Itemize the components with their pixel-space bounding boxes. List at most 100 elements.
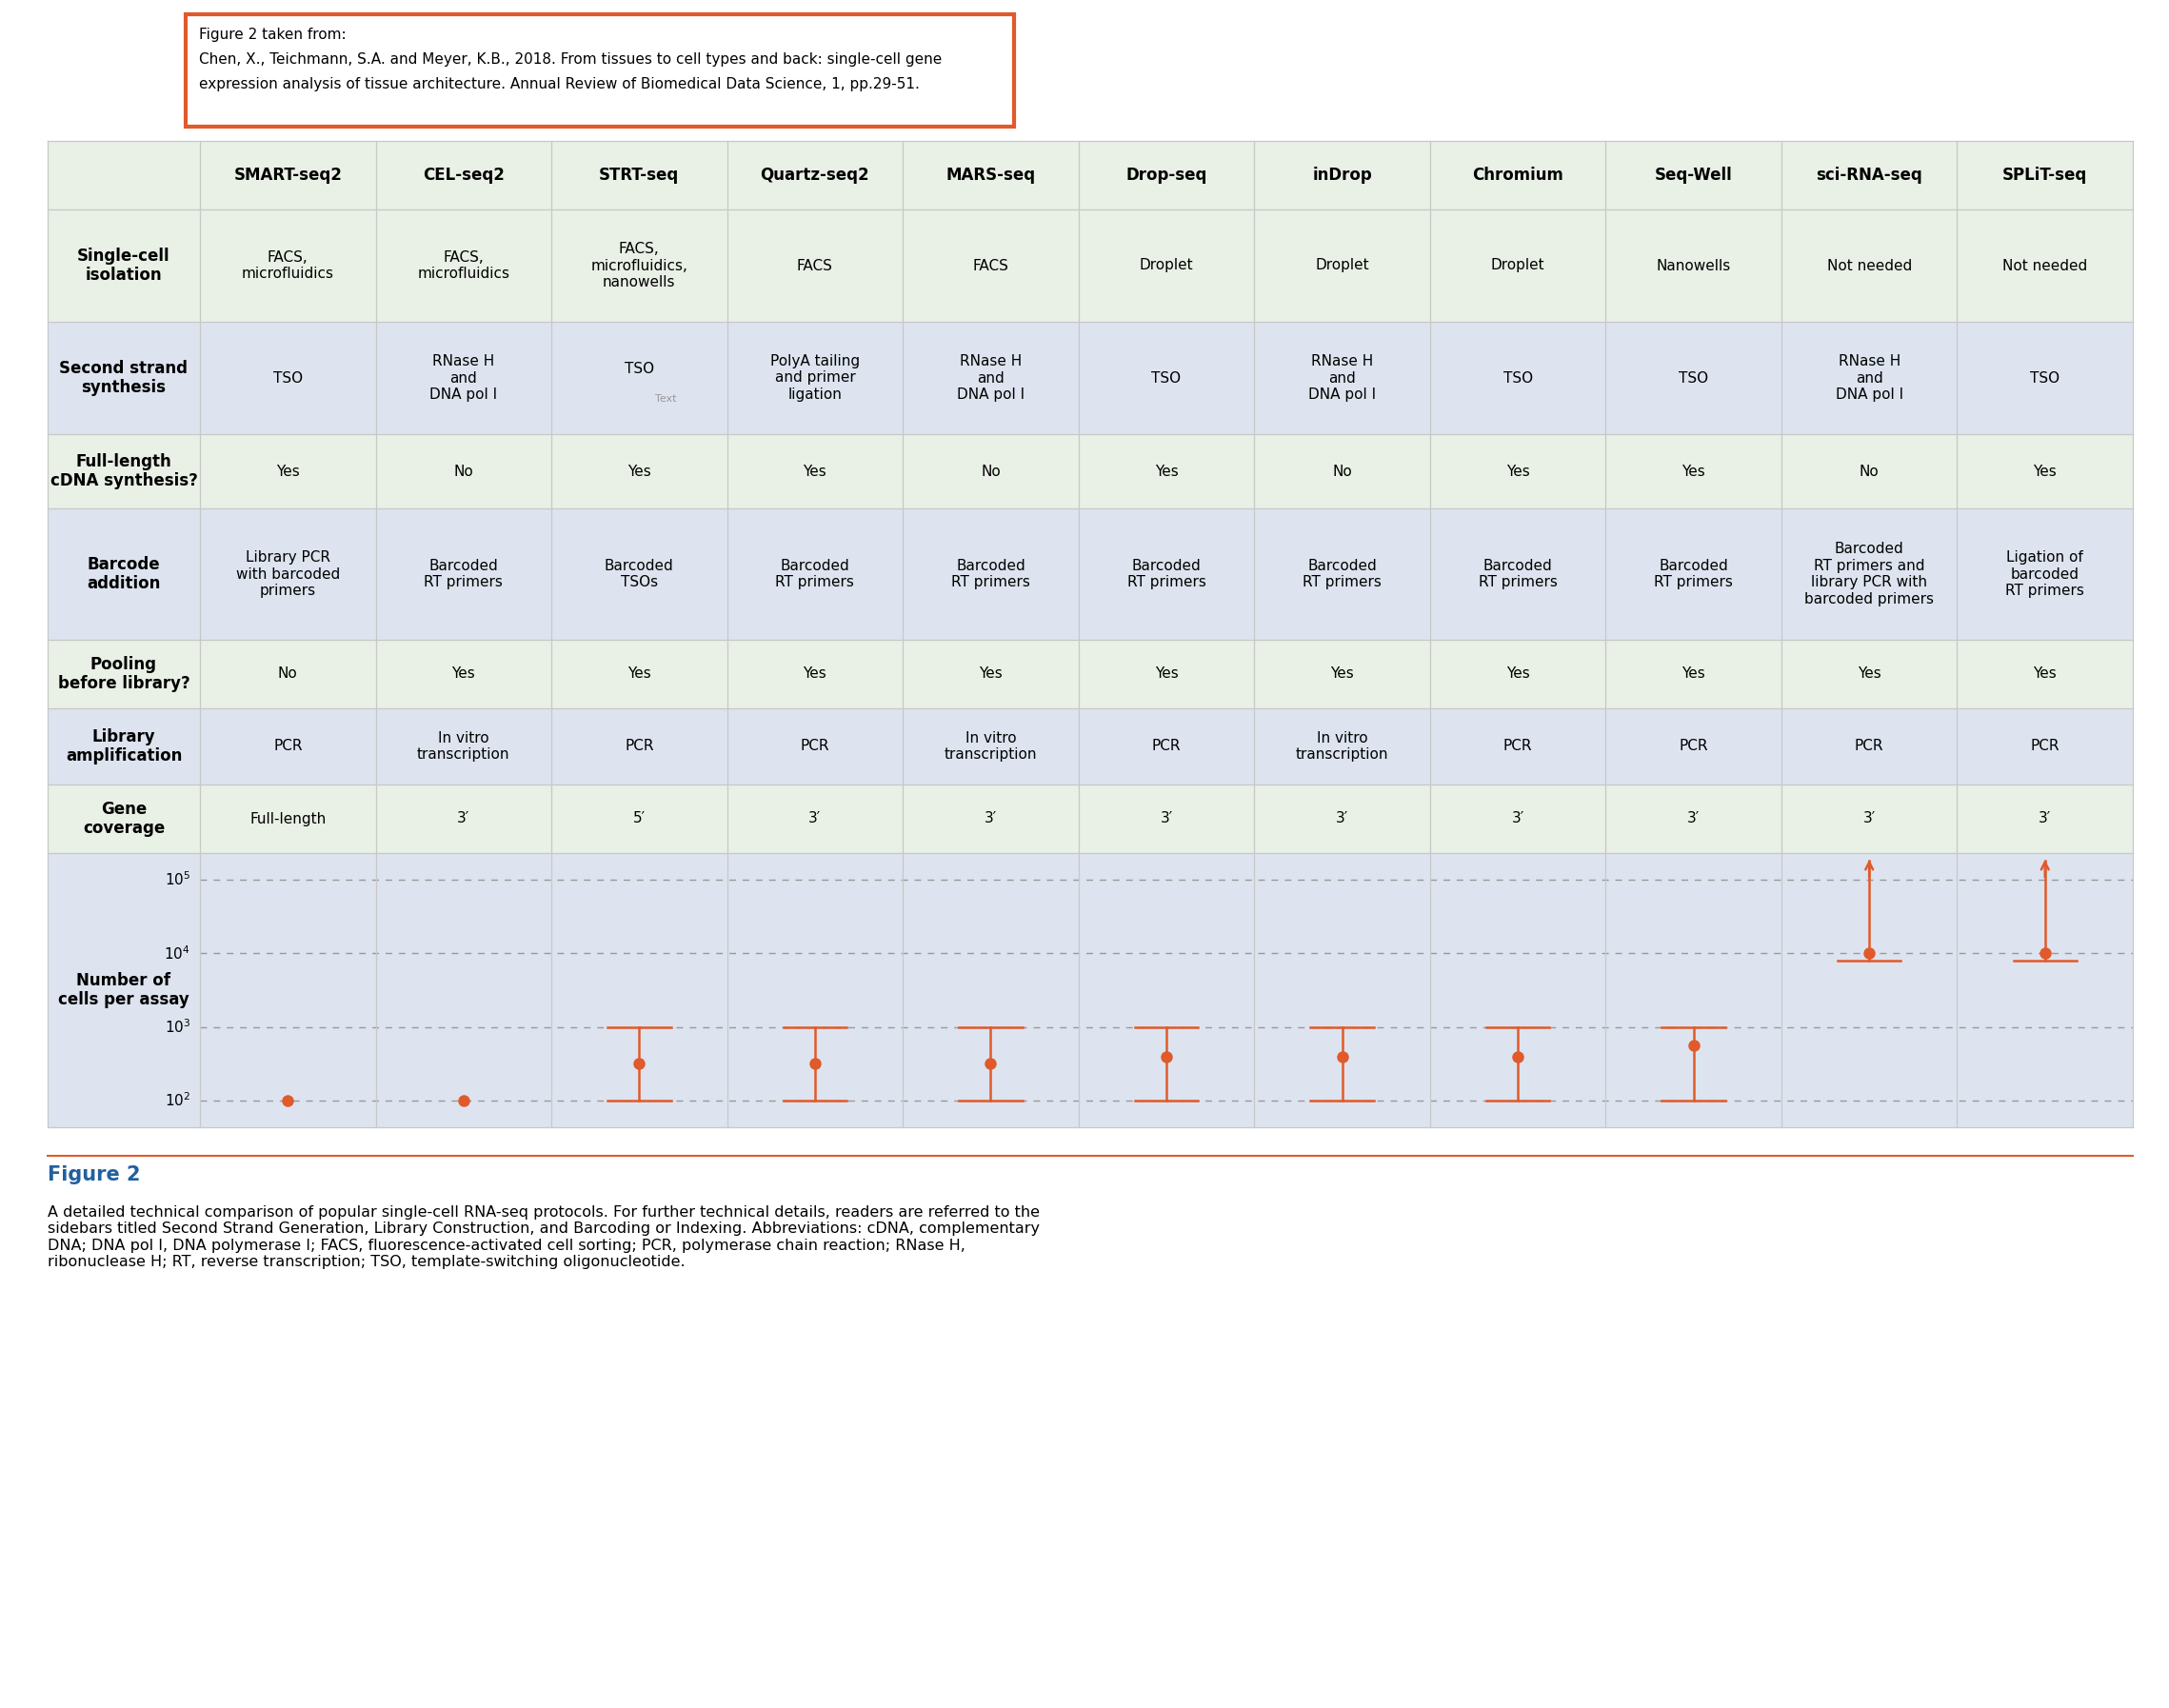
Text: Yes: Yes bbox=[1857, 666, 1881, 681]
Text: RNase H
and
DNA pol I: RNase H and DNA pol I bbox=[429, 354, 497, 401]
Bar bbox=[48, 509, 2132, 640]
Text: Not needed: Not needed bbox=[2002, 258, 2087, 273]
Bar bbox=[48, 784, 2132, 852]
Text: RNase H
and
DNA pol I: RNase H and DNA pol I bbox=[957, 354, 1024, 401]
Text: No: No bbox=[453, 465, 473, 478]
Bar bbox=[48, 852, 2132, 1127]
Text: Chen, X., Teichmann, S.A. and Meyer, K.B., 2018. From tissues to cell types and : Chen, X., Teichmann, S.A. and Meyer, K.B… bbox=[200, 53, 941, 67]
Text: Yes: Yes bbox=[1330, 666, 1353, 681]
Text: PCR: PCR bbox=[800, 740, 829, 753]
Text: 3′: 3′ bbox=[1512, 811, 1525, 827]
Text: Yes: Yes bbox=[1505, 666, 1529, 681]
Bar bbox=[48, 210, 2132, 321]
Text: TSO: TSO bbox=[2030, 371, 2061, 384]
Text: 3′: 3′ bbox=[1160, 811, 1173, 827]
Text: 3′: 3′ bbox=[1687, 811, 1700, 827]
Text: Barcoded
RT primers: Barcoded RT primers bbox=[1304, 559, 1382, 589]
Text: TSO: TSO bbox=[1503, 371, 1533, 384]
Text: Yes: Yes bbox=[451, 666, 475, 681]
Text: 3′: 3′ bbox=[2039, 811, 2052, 827]
Text: FACS: FACS bbox=[972, 258, 1009, 273]
Text: Drop-seq: Drop-seq bbox=[1126, 167, 1206, 184]
Text: Yes: Yes bbox=[627, 465, 651, 478]
Text: PCR: PCR bbox=[625, 740, 653, 753]
Text: 3′: 3′ bbox=[458, 811, 471, 827]
Text: MARS-seq: MARS-seq bbox=[946, 167, 1035, 184]
Text: 3′: 3′ bbox=[1863, 811, 1876, 827]
Text: Barcoded
RT primers: Barcoded RT primers bbox=[1479, 559, 1557, 589]
Text: RNase H
and
DNA pol I: RNase H and DNA pol I bbox=[1308, 354, 1375, 401]
Text: Second strand
synthesis: Second strand synthesis bbox=[59, 359, 189, 396]
Text: PolyA tailing
and primer
ligation: PolyA tailing and primer ligation bbox=[770, 354, 859, 401]
Text: Yes: Yes bbox=[978, 666, 1002, 681]
Text: Nanowells: Nanowells bbox=[1657, 258, 1731, 273]
Text: Yes: Yes bbox=[2032, 465, 2056, 478]
Text: FACS,
microfluidics: FACS, microfluidics bbox=[416, 249, 510, 282]
Text: 3′: 3′ bbox=[985, 811, 998, 827]
Text: FACS,
microfluidics: FACS, microfluidics bbox=[241, 249, 334, 282]
Text: In vitro
transcription: In vitro transcription bbox=[1295, 731, 1388, 762]
FancyBboxPatch shape bbox=[187, 14, 1015, 126]
Text: Yes: Yes bbox=[1154, 666, 1178, 681]
Text: In vitro
transcription: In vitro transcription bbox=[416, 731, 510, 762]
Text: Yes: Yes bbox=[1681, 666, 1705, 681]
Text: Barcoded
RT primers: Barcoded RT primers bbox=[777, 559, 855, 589]
Bar bbox=[48, 140, 2132, 210]
Text: Barcoded
RT primers: Barcoded RT primers bbox=[1128, 559, 1206, 589]
Text: Single-cell
isolation: Single-cell isolation bbox=[78, 248, 169, 284]
Text: No: No bbox=[980, 465, 1000, 478]
Text: PCR: PCR bbox=[2030, 740, 2061, 753]
Text: Full-length
cDNA synthesis?: Full-length cDNA synthesis? bbox=[50, 453, 197, 490]
Text: PCR: PCR bbox=[1152, 740, 1180, 753]
Text: PCR: PCR bbox=[1503, 740, 1531, 753]
Text: SPLiT-seq: SPLiT-seq bbox=[2002, 167, 2087, 184]
Text: In vitro
transcription: In vitro transcription bbox=[944, 731, 1037, 762]
Text: 3′: 3′ bbox=[809, 811, 822, 827]
Text: Barcoded
RT primers: Barcoded RT primers bbox=[1655, 559, 1733, 589]
Text: Droplet: Droplet bbox=[1490, 258, 1544, 273]
Text: Yes: Yes bbox=[803, 465, 826, 478]
Text: Text: Text bbox=[655, 395, 677, 403]
Text: PCR: PCR bbox=[273, 740, 301, 753]
Text: No: No bbox=[278, 666, 297, 681]
Text: Yes: Yes bbox=[1154, 465, 1178, 478]
Text: Yes: Yes bbox=[275, 465, 299, 478]
Text: Droplet: Droplet bbox=[1314, 258, 1369, 273]
Text: 5′: 5′ bbox=[633, 811, 646, 827]
Text: TSO: TSO bbox=[1679, 371, 1709, 384]
Text: Barcoded
RT primers and
library PCR with
barcoded primers: Barcoded RT primers and library PCR with… bbox=[1805, 541, 1935, 606]
Text: Barcoded
RT primers: Barcoded RT primers bbox=[425, 559, 503, 589]
Text: Full-length: Full-length bbox=[249, 811, 325, 827]
Text: Library
amplification: Library amplification bbox=[65, 728, 182, 765]
Text: Droplet: Droplet bbox=[1139, 258, 1193, 273]
Text: $10^4$: $10^4$ bbox=[165, 945, 191, 962]
Bar bbox=[48, 434, 2132, 509]
Bar bbox=[48, 709, 2132, 784]
Text: Yes: Yes bbox=[1681, 465, 1705, 478]
Text: inDrop: inDrop bbox=[1312, 167, 1373, 184]
Text: Chromium: Chromium bbox=[1473, 167, 1564, 184]
Text: 3′: 3′ bbox=[1336, 811, 1349, 827]
Text: CEL-seq2: CEL-seq2 bbox=[423, 167, 505, 184]
Text: Yes: Yes bbox=[1505, 465, 1529, 478]
Text: Barcoded
TSOs: Barcoded TSOs bbox=[605, 559, 675, 589]
Text: Yes: Yes bbox=[803, 666, 826, 681]
Text: $10^5$: $10^5$ bbox=[165, 871, 191, 888]
Text: Figure 2: Figure 2 bbox=[48, 1165, 141, 1184]
Text: $10^2$: $10^2$ bbox=[165, 1091, 191, 1110]
Text: No: No bbox=[1332, 465, 1351, 478]
Text: Gene
coverage: Gene coverage bbox=[82, 801, 165, 837]
Text: A detailed technical comparison of popular single-cell RNA-seq protocols. For fu: A detailed technical comparison of popul… bbox=[48, 1206, 1039, 1269]
Text: Seq-Well: Seq-Well bbox=[1655, 167, 1733, 184]
Text: Barcode
addition: Barcode addition bbox=[87, 555, 161, 593]
Text: No: No bbox=[1859, 465, 1878, 478]
Text: $10^3$: $10^3$ bbox=[165, 1018, 191, 1035]
Text: PCR: PCR bbox=[1679, 740, 1707, 753]
Text: expression analysis of tissue architecture. Annual Review of Biomedical Data Sci: expression analysis of tissue architectu… bbox=[200, 77, 920, 92]
Text: TSO: TSO bbox=[1152, 371, 1182, 384]
Bar bbox=[48, 640, 2132, 709]
Bar bbox=[48, 321, 2132, 434]
Text: PCR: PCR bbox=[1854, 740, 1883, 753]
Text: FACS: FACS bbox=[796, 258, 833, 273]
Text: Library PCR
with barcoded
primers: Library PCR with barcoded primers bbox=[236, 550, 341, 598]
